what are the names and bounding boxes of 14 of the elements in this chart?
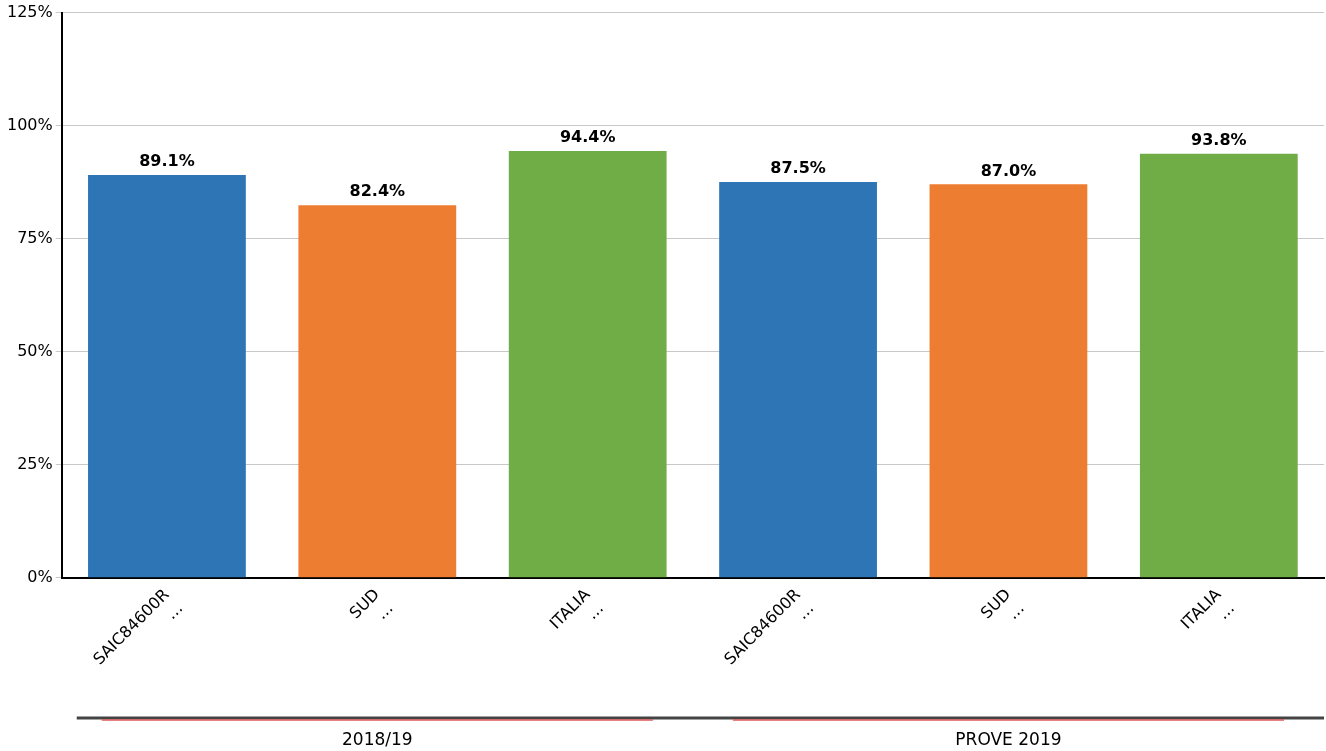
y-tick-label: 125% — [6, 1, 53, 21]
data-label: 82.4% — [349, 181, 406, 201]
y-tick-label: 100% — [6, 114, 53, 134]
text: 2018/19 — [341, 729, 413, 750]
data-label: 87.0% — [980, 160, 1037, 180]
y-tick-label: 50% — [17, 340, 53, 360]
y-tick-label: 75% — [17, 227, 53, 247]
text: PROVE 2019 — [955, 729, 1062, 750]
data-label: 94.4% — [559, 127, 616, 147]
data-label: 87.5% — [770, 158, 826, 178]
data-label: 89.1% — [139, 151, 195, 171]
data-label: 93.8% — [1191, 129, 1247, 149]
y-tick-label: 0% — [27, 566, 53, 586]
y-tick-label: 25% — [17, 453, 53, 473]
